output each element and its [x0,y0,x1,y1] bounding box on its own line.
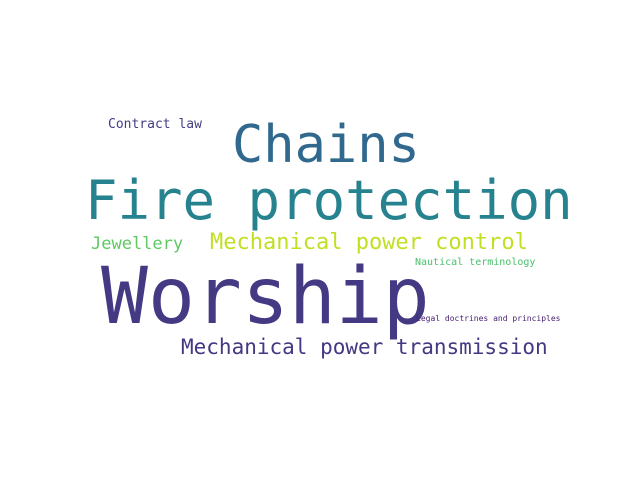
word-mechanical-power-control: Mechanical power control [210,230,528,255]
word-chains: Chains [232,115,420,175]
word-jewellery: Jewellery [91,234,184,254]
word-contract-law: Contract law [108,117,202,132]
word-fire-protection: Fire protection [85,169,573,232]
word-nautical-terminology: Nautical terminology [415,257,536,268]
word-legal-doctrines-and-principles: Legal doctrines and principles [416,314,561,323]
word-worship: Worship [101,252,430,342]
word-mechanical-power-transmission: Mechanical power transmission [181,335,548,359]
